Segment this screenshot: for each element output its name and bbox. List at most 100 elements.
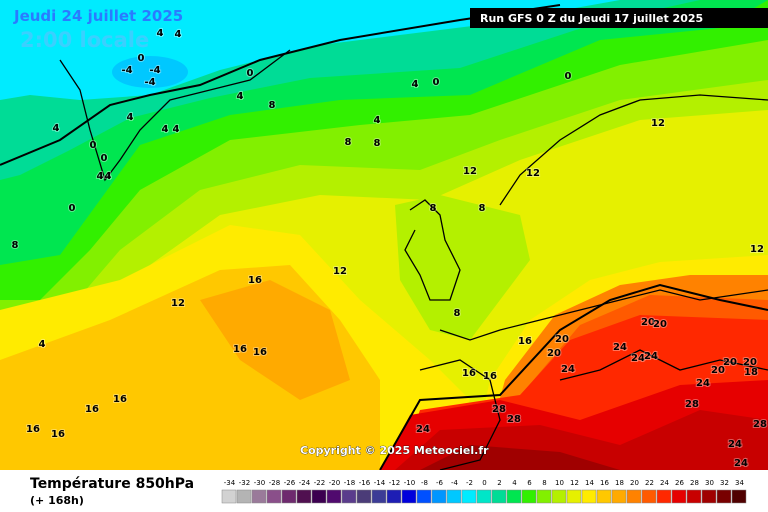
coastline-continent [439,289,768,341]
contour-label: 20 [711,365,725,376]
legend-swatch [506,489,522,504]
lead-time: (+ 168h) [30,494,84,507]
legend-label: 32 [720,479,729,487]
legend-swatch [221,489,237,504]
contour-label: 16 [518,336,532,347]
contour-label: 16 [113,394,127,405]
contour-label: 12 [526,168,540,179]
variable-title: Température 850hPa [30,476,194,492]
contour-label: 12 [750,244,764,255]
legend-swatch [446,489,462,504]
contour-label: 4 [412,79,419,90]
legend-swatch [371,489,387,504]
legend-swatch [581,489,597,504]
contour-label: 16 [462,368,476,379]
contour-label: 28 [507,414,521,425]
contour-label: 16 [253,347,267,358]
contour-label: 24 [561,364,575,375]
contour-label: 24 [416,424,430,435]
legend-label: -34 [224,479,236,487]
legend-label: 34 [735,479,744,487]
coastline-mediterranean [559,349,768,381]
contour-label: 20 [641,317,655,328]
legend-label: -6 [436,479,444,487]
legend-label: -2 [466,479,473,487]
legend-swatch [326,489,342,504]
legend-label: -14 [374,479,386,487]
legend-label: 30 [705,479,714,487]
legend-label: -10 [404,479,415,487]
field-10-europe [395,195,530,340]
legend-label: -30 [254,479,265,487]
contour-label: 20 [547,348,561,359]
legend-swatch [296,489,312,504]
legend-label: 10 [555,479,564,487]
contour-label: 24 [734,458,748,469]
legend-swatch [386,489,402,504]
contour-label: 8 [374,138,381,149]
legend-swatch [596,489,612,504]
legend-swatch [356,489,372,504]
legend-label: 18 [615,479,624,487]
temperature-map [0,0,768,471]
legend-label: 6 [527,479,532,487]
contour-label: 20 [743,357,757,368]
legend-label: -16 [359,479,371,487]
legend-swatch [416,489,432,504]
legend-swatch [311,489,327,504]
legend-swatch [701,489,717,504]
legend-swatch [401,489,417,504]
forecast-date: Jeudi 24 juillet 2025 [13,7,183,25]
contour-label: 8 [430,203,437,214]
contour-label: 0 [90,140,97,151]
legend-label: 20 [630,479,639,487]
contour-label: 4 [175,29,182,40]
legend-swatch [656,489,672,504]
coastline-greenland [59,49,291,182]
contour-label: 4 [127,112,134,123]
contour-label: -4 [144,77,155,88]
legend-label: -26 [284,479,296,487]
contour-label: 28 [492,404,506,415]
legend-swatch [341,489,357,504]
contour-label: 12 [651,118,665,129]
contour-label: 8 [12,240,19,251]
contour-label: 0 [138,53,145,64]
contour-label: 28 [753,419,767,430]
legend-swatch [731,489,747,504]
legend-swatch [476,489,492,504]
contour-label: 16 [248,275,262,286]
contour-label: 28 [685,399,699,410]
contour-label: 12 [171,298,185,309]
contour-label: 20 [723,357,737,368]
legend-label: -24 [299,479,311,487]
legend-label: 2 [497,479,501,487]
legend-swatch [611,489,627,504]
color-legend: -34 -32 -30 -28 -26 -24 -22 -20 -18 -16 -14 -12 -10-… [221,479,747,504]
legend-label: 14 [585,479,594,487]
legend-label: 12 [570,479,579,487]
contour-label: 0 [247,68,254,79]
isotherm-24 [379,283,768,471]
legend-label: 28 [690,479,699,487]
contour-label: 4 [105,171,112,182]
legend-label: -8 [421,479,428,487]
legend-label: 0 [482,479,486,487]
legend-swatch [641,489,657,504]
contour-label: 0 [565,71,572,82]
contour-label: 16 [51,429,65,440]
legend-swatch [236,489,252,504]
contour-label: 16 [483,371,497,382]
contour-label: 4 [97,171,104,182]
contour-label: 24 [728,439,742,450]
legend-swatch [281,489,297,504]
contour-label: 16 [233,344,247,355]
contour-label: 4 [162,124,169,135]
field-30 [420,445,620,470]
contour-label: 24 [644,351,658,362]
contour-label: 4 [157,28,164,39]
legend-label: 4 [512,479,517,487]
legend-swatch [491,489,507,504]
